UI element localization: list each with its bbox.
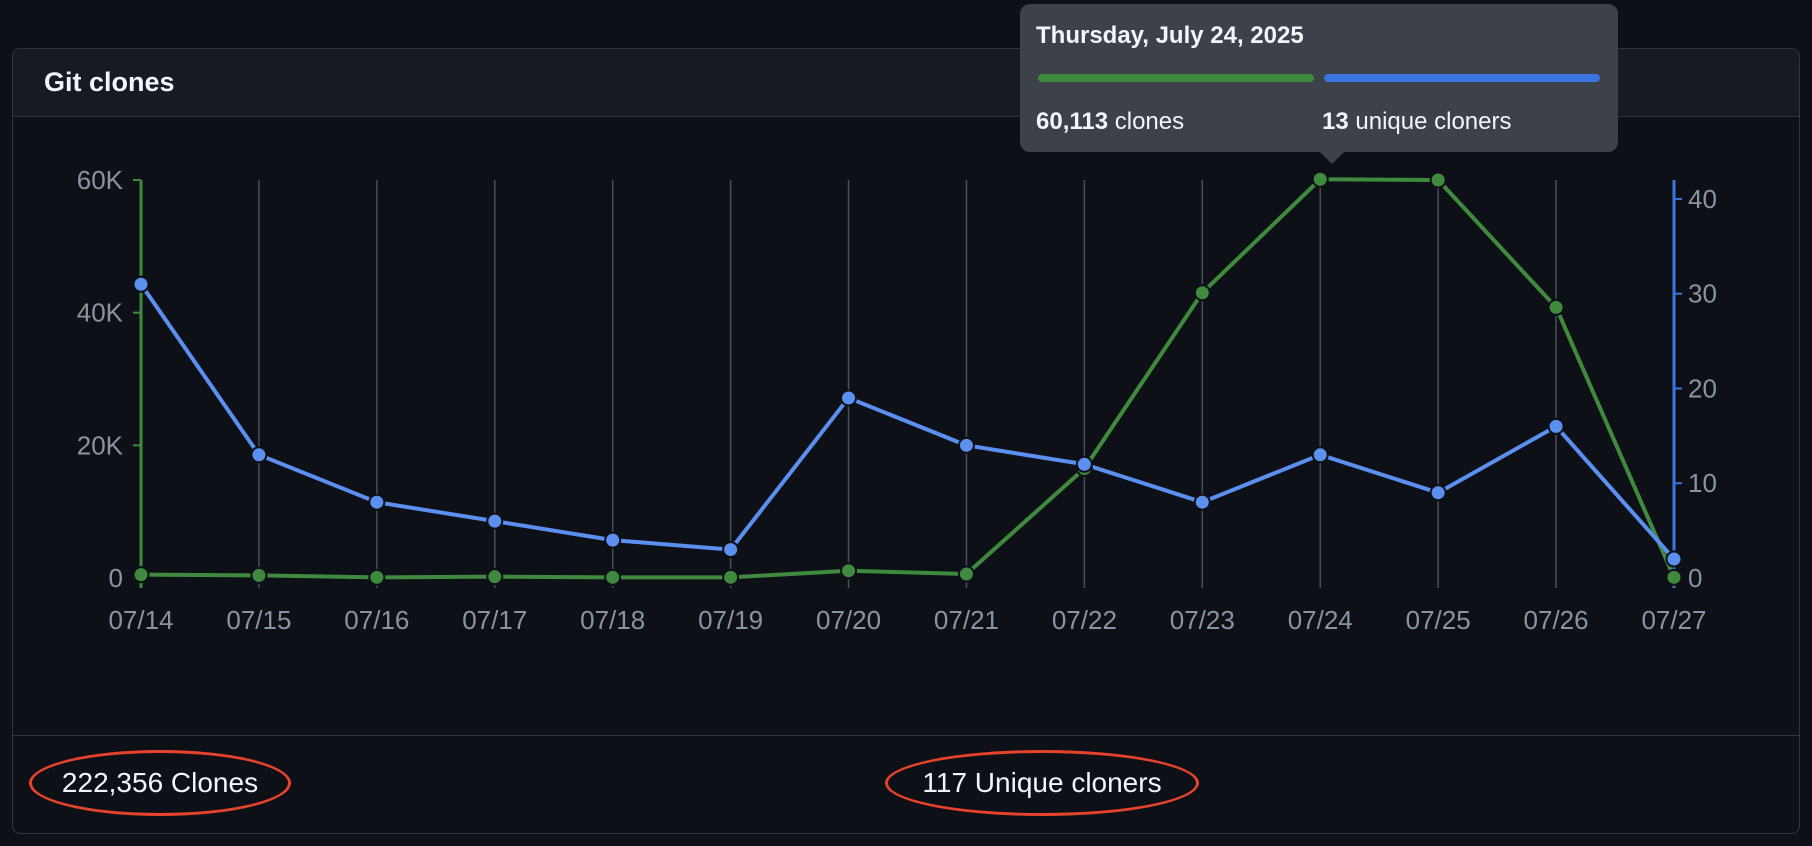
- left-axis-tick-label: 60K: [77, 165, 124, 195]
- clones-point-07-17: [486, 568, 504, 586]
- left-axis-tick-label: 40K: [77, 298, 124, 328]
- tooltip-date: Thursday, July 24, 2025: [1036, 22, 1304, 49]
- right-axis-tick-label: 40: [1688, 184, 1717, 214]
- clones-point-07-25: [1429, 171, 1447, 189]
- x-axis-tick-label: 07/14: [108, 605, 173, 635]
- chart-tooltip: Thursday, July 24, 2025 60,113 clones 13…: [1020, 4, 1618, 164]
- x-axis-tick-label: 07/22: [1052, 605, 1117, 635]
- unique-cloners-point-07-21: [957, 436, 975, 454]
- git-clones-panel: Git clones 0 20K 40K 60K 0 10 20 30 40 07/14 07/15…: [12, 48, 1800, 834]
- clones-point-07-19: [722, 568, 740, 586]
- tooltip-unique-label: unique cloners: [1355, 108, 1512, 135]
- x-axis-tick-label: 07/19: [698, 605, 763, 635]
- clones-point-07-15: [250, 566, 268, 584]
- left-axis-tick-label: 20K: [77, 430, 124, 460]
- chart-area[interactable]: 0 20K 40K 60K 0 10 20 30 40 07/14 07/15 07/16 07/17 0…: [13, 117, 1801, 737]
- left-axis-tick-label: 0: [109, 563, 123, 593]
- x-axis-tick-label: 07/20: [816, 605, 881, 635]
- unique-cloners-point-07-27: [1665, 550, 1683, 568]
- tooltip-unique-row: 13 unique cloners: [1322, 108, 1511, 136]
- x-axis-tick-label: 07/23: [1170, 605, 1235, 635]
- tooltip-clones-color-bar: [1038, 74, 1314, 82]
- clones-point-07-18: [604, 568, 622, 586]
- unique-cloners-point-07-14: [132, 275, 150, 293]
- x-axis-tick-label: 07/21: [934, 605, 999, 635]
- unique-cloners-total: 117 Unique cloners: [885, 750, 1199, 816]
- unique-cloners-point-07-23: [1193, 493, 1211, 511]
- panel-title: Git clones: [44, 67, 175, 97]
- clones-point-07-20: [840, 562, 858, 580]
- unique-cloners-point-07-22: [1075, 455, 1093, 473]
- unique-cloners-point-07-16: [368, 493, 386, 511]
- x-axis-tick-label: 07/16: [344, 605, 409, 635]
- tooltip-unique-color-bar: [1324, 74, 1600, 82]
- unique-cloners-point-07-24: [1311, 446, 1329, 464]
- unique-cloners-point-07-25: [1429, 484, 1447, 502]
- x-axis-tick-label: 07/25: [1406, 605, 1471, 635]
- clones-point-07-24: [1311, 170, 1329, 188]
- clones-line-chart[interactable]: 0 20K 40K 60K 0 10 20 30 40 07/14 07/15 07/16 07/17 0…: [13, 117, 1801, 737]
- clones-point-07-26: [1547, 298, 1565, 316]
- unique-cloners-point-07-19: [722, 541, 740, 559]
- tooltip-clones-value: 60,113: [1036, 108, 1115, 135]
- tooltip-clones-row: 60,113 clones: [1036, 108, 1184, 136]
- right-axis-tick-label: 30: [1688, 279, 1717, 309]
- x-axis-tick-label: 07/24: [1288, 605, 1353, 635]
- clones-point-07-21: [957, 565, 975, 583]
- clones-point-07-27: [1665, 568, 1683, 586]
- unique-cloners-point-07-26: [1547, 417, 1565, 435]
- clones-line: [140, 177, 1676, 580]
- unique-cloners-point-07-17: [486, 512, 504, 530]
- unique-cloners-point-07-20: [840, 389, 858, 407]
- right-axis-tick-label: 0: [1688, 563, 1702, 593]
- x-axis-tick-label: 07/27: [1641, 605, 1706, 635]
- unique-cloners-point-07-15: [250, 446, 268, 464]
- clones-total: 222,356 Clones: [29, 750, 291, 816]
- tooltip-clones-label: clones: [1114, 108, 1185, 135]
- unique-cloners-line: [139, 283, 1676, 561]
- unique-cloners-point-07-18: [604, 531, 622, 549]
- clones-point-07-14: [132, 566, 150, 584]
- clones-point-07-23: [1193, 284, 1211, 302]
- x-axis-tick-label: 07/15: [226, 605, 291, 635]
- x-axis-tick-label: 07/18: [580, 605, 645, 635]
- right-axis-tick-label: 10: [1688, 468, 1717, 498]
- panel-footer: 222,356 Clones 117 Unique cloners: [13, 735, 1799, 833]
- tooltip-unique-value: 13: [1322, 108, 1356, 135]
- clones-point-07-16: [368, 568, 386, 586]
- right-axis-tick-label: 20: [1688, 373, 1717, 403]
- x-axis-tick-label: 07/26: [1524, 605, 1589, 635]
- x-axis-tick-label: 07/17: [462, 605, 527, 635]
